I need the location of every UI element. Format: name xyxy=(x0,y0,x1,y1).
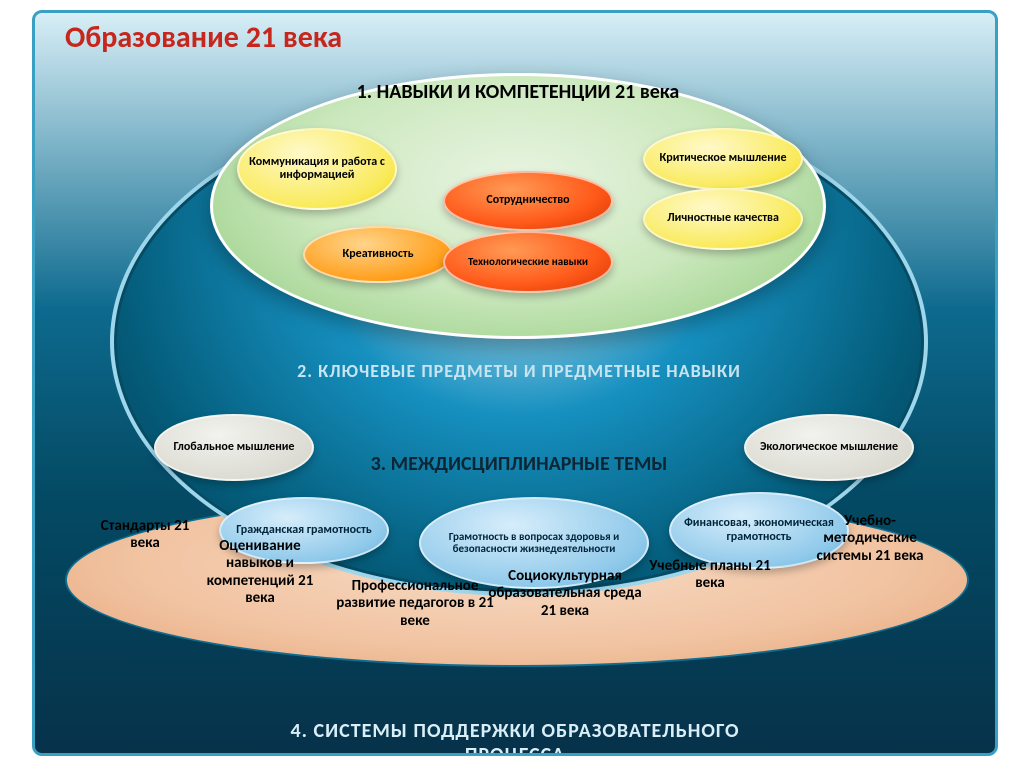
label-curricula: Учебные планы 21 века xyxy=(645,558,775,593)
page-title: Образование 21 века xyxy=(65,19,342,56)
diagram-frame: Образование 21 века 2. КЛЮЧЕВЫЕ ПРЕДМЕТЫ… xyxy=(32,10,998,756)
section-1-heading: 1. НАВЫКИ И КОМПЕТЕНЦИИ 21 века xyxy=(213,80,823,104)
section-4-heading-a: 4. СИСТЕМЫ ПОДДЕРЖКИ ОБРАЗОВАТЕЛЬНОГО xyxy=(35,719,995,743)
label-sociocultural: Социокультурная образовательная среда 21… xyxy=(485,568,645,620)
bubble-cooperation: Сотрудничество xyxy=(443,171,613,231)
bubble-eco-thinking: Экологическое мышление xyxy=(744,414,914,481)
bubble-personal-qualities: Личностные качества xyxy=(643,188,803,250)
bubble-creativity: Креативность xyxy=(303,226,453,283)
label-standards: Стандарты 21 века xyxy=(90,518,200,553)
label-methodical: Учебно-методические системы 21 века xyxy=(805,513,935,565)
bubble-critical-thinking: Критическое мышление xyxy=(643,128,803,190)
section-4-heading-b: ПРОЦЕССА xyxy=(35,743,995,756)
bubble-tech-skills: Технологические навыки xyxy=(443,231,613,293)
skills-disc: 1. НАВЫКИ И КОМПЕТЕНЦИИ 21 века Коммуник… xyxy=(210,73,826,339)
bubble-global-thinking: Глобальное мышление xyxy=(154,414,314,481)
label-prof-dev: Профессиональное развитие педагогов в 21… xyxy=(325,578,505,630)
section-2-heading: 2. КЛЮЧЕВЫЕ ПРЕДМЕТЫ И ПРЕДМЕТНЫЕ НАВЫКИ xyxy=(114,360,924,382)
label-assessment: Оценивание навыков и компетенций 21 века xyxy=(195,538,325,607)
bubble-communication: Коммуникация и работа с информацией xyxy=(237,128,397,210)
